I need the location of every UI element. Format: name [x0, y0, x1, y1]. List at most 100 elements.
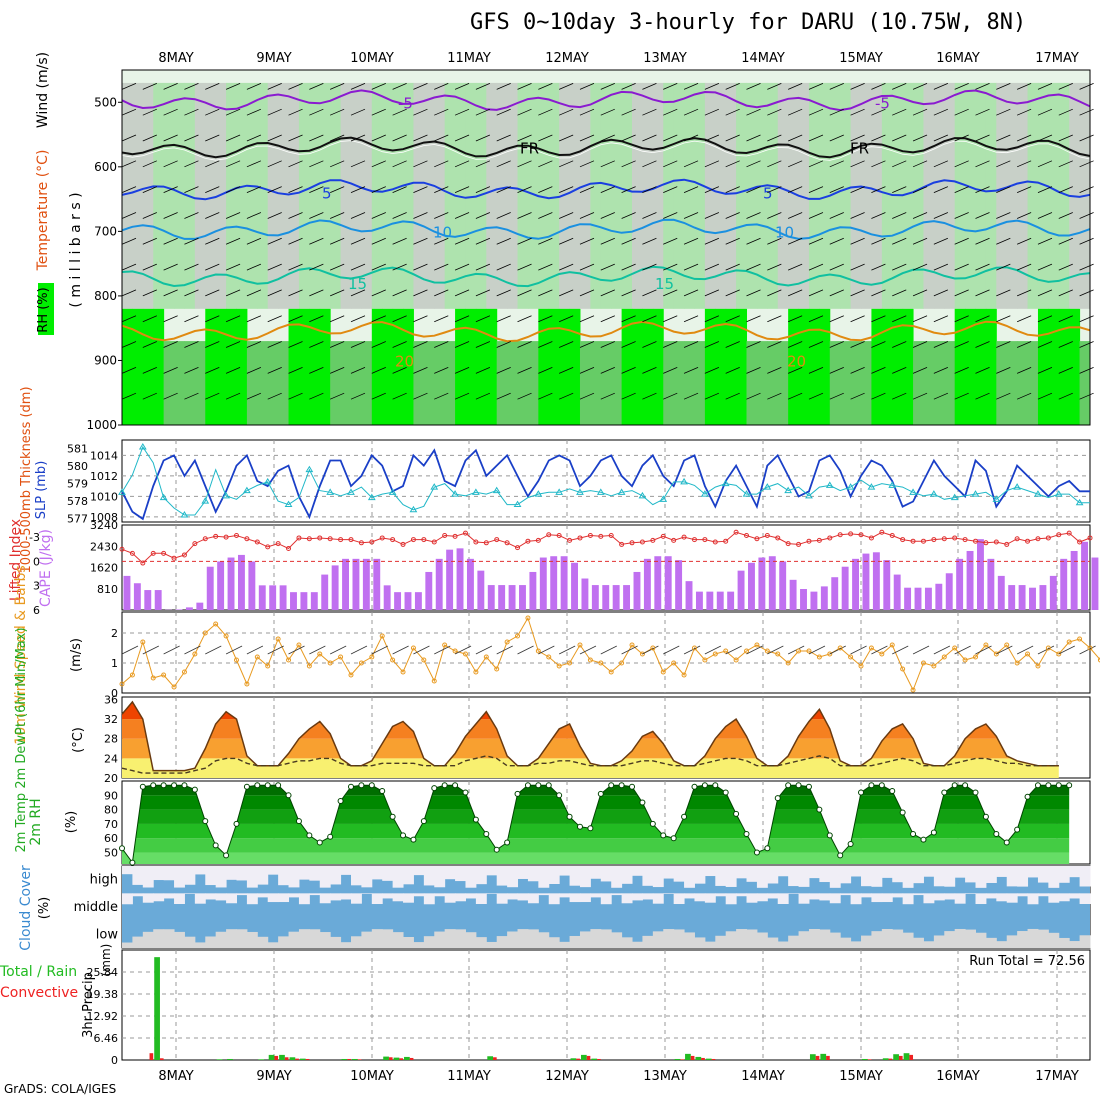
cloud-low-cell	[621, 937, 633, 948]
precip-total-bar	[279, 1054, 285, 1060]
surface-wind-barb	[996, 645, 1013, 655]
rh-cell	[913, 82, 924, 309]
cape-bar	[123, 575, 131, 610]
wind-barb	[121, 108, 137, 116]
cloud-high-cell	[871, 866, 883, 887]
wind-barb	[1079, 315, 1094, 323]
cloud-high-cell	[184, 866, 196, 885]
rh-cell	[871, 82, 883, 309]
wind-barb	[142, 134, 157, 142]
rh-marker	[400, 832, 407, 839]
cape-bar	[862, 553, 870, 610]
rh-cell	[840, 341, 852, 425]
li-marker	[889, 533, 895, 539]
li-marker	[691, 537, 697, 543]
isotherm-label: -5	[398, 94, 413, 112]
wind-barb	[1016, 186, 1032, 194]
wind-barb	[892, 392, 907, 400]
wind-barb	[996, 392, 1011, 400]
wind-barb	[621, 289, 636, 297]
cloud-low-cell	[892, 929, 904, 948]
wind-barb	[371, 82, 386, 90]
li-marker	[723, 538, 729, 544]
rh-marker	[681, 813, 688, 820]
cape-bar	[154, 590, 162, 610]
wind-barb	[579, 392, 595, 400]
cloud-low-cell	[996, 941, 1008, 948]
cloud-mid-cell	[163, 893, 175, 899]
cloud-mid-cell	[184, 893, 196, 894]
wind-barb	[121, 289, 137, 297]
wind-barb	[663, 212, 678, 219]
wind-marker	[848, 654, 854, 660]
wind-barb	[434, 82, 449, 90]
cloud-high-cell	[736, 866, 748, 879]
rh-cell	[153, 82, 165, 309]
cape-bar	[1081, 541, 1088, 610]
cloud-high-cell	[392, 866, 404, 888]
rh-cell	[777, 82, 789, 309]
cloud-mid-cell	[309, 893, 321, 896]
wind-marker	[723, 648, 729, 654]
wind-barb	[1037, 237, 1053, 245]
wind-barb	[454, 392, 470, 400]
wind-barb	[725, 392, 740, 400]
cape-bar	[706, 591, 714, 610]
wind-marker	[733, 657, 739, 663]
rh-marker	[358, 782, 365, 789]
thickness-marker	[680, 477, 688, 485]
cloud-high-cell	[1069, 866, 1081, 878]
wind-marker	[140, 639, 146, 645]
li-marker	[171, 555, 177, 561]
cloud-mid-cell	[350, 893, 362, 904]
wind-barb	[1079, 212, 1094, 219]
rh-cell	[725, 308, 737, 425]
precip-total-bar	[289, 1057, 296, 1060]
wind-marker	[515, 633, 521, 639]
wind-barb	[142, 315, 157, 323]
wind-barb	[246, 82, 262, 90]
wind-barb	[892, 108, 907, 116]
cloud-high-cell	[278, 866, 290, 886]
wind-barb	[309, 315, 324, 323]
precip-conv-bar	[274, 1055, 279, 1060]
li-marker	[1077, 539, 1083, 545]
wind-barb	[933, 341, 949, 348]
wind-barb	[225, 108, 241, 116]
cloud-mid-cell	[475, 893, 487, 905]
cloud-mid-cell	[517, 893, 529, 901]
li-marker	[161, 550, 167, 556]
wind-barb	[475, 315, 491, 323]
wind-barb	[163, 186, 178, 194]
li-marker	[535, 537, 541, 543]
rh-cell	[798, 82, 810, 309]
wind-barb	[142, 108, 157, 116]
wind-barb	[1058, 237, 1073, 245]
wind-marker	[535, 648, 541, 654]
rh-cell	[892, 308, 904, 425]
wind-barb	[121, 392, 137, 400]
rh-cell	[226, 308, 237, 425]
wind-barb	[496, 186, 511, 194]
li-marker	[754, 536, 760, 542]
thickness-marker	[929, 490, 938, 497]
wind-marker	[619, 660, 625, 666]
li-marker	[140, 560, 146, 566]
wind-marker	[1066, 639, 1072, 645]
rh-marker	[597, 790, 604, 797]
wind-barb	[683, 160, 699, 168]
wind-barb	[267, 212, 282, 219]
rh-cell	[579, 341, 591, 425]
wind-barb	[413, 341, 428, 348]
li-marker	[973, 538, 979, 544]
wind-barb	[871, 263, 886, 271]
wind-barb	[1016, 160, 1032, 168]
rh-cell	[569, 308, 581, 425]
li-tick-label: -3	[29, 531, 40, 544]
precip-total-bar	[591, 1058, 598, 1060]
wind-barb	[996, 160, 1011, 168]
cloud-mid-cell	[954, 893, 966, 904]
wind-barb	[413, 160, 428, 168]
wind-barb	[288, 392, 303, 400]
cloud-mid-cell	[621, 893, 633, 904]
